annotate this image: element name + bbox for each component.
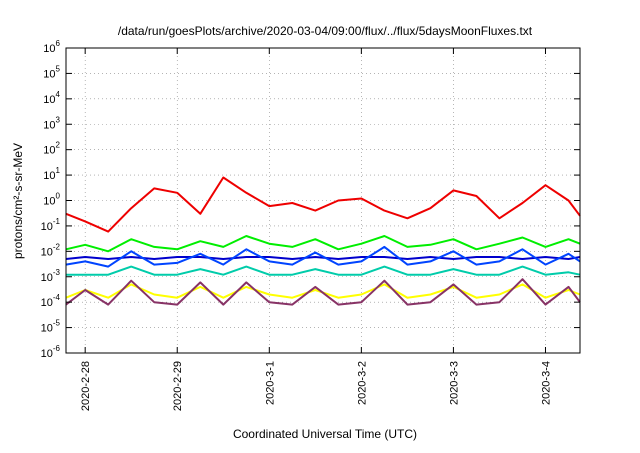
series-line-4: [66, 265, 581, 276]
y-tick-label: 10-2: [41, 242, 61, 258]
y-tick-exponent: 5: [56, 64, 61, 73]
y-tick-base: 10: [43, 196, 55, 208]
y-tick-exponent: 0: [56, 192, 61, 201]
y-tick-exponent: -4: [53, 293, 61, 302]
y-tick-base: 10: [41, 348, 53, 360]
y-tick-label: 105: [43, 64, 60, 80]
y-tick-label: 10-6: [41, 344, 61, 360]
x-tick-label: 2020-2-29: [172, 361, 184, 411]
y-tick-label: 100: [43, 192, 60, 208]
x-tick-label: 2020-2-28: [80, 361, 92, 411]
y-tick-base: 10: [43, 68, 55, 80]
axes: 10610510410310210110010-110-210-310-410-…: [41, 39, 580, 411]
y-tick-base: 10: [43, 170, 55, 182]
y-tick-exponent: -3: [53, 268, 61, 277]
y-tick-base: 10: [41, 297, 53, 309]
y-tick-base: 10: [43, 119, 55, 131]
chart-title: /data/run/goesPlots/archive/2020-03-04/0…: [118, 24, 533, 38]
y-tick-exponent: -2: [53, 242, 61, 251]
series-line-6: [65, 278, 581, 306]
y-tick-label: 103: [43, 115, 60, 131]
y-tick-label: 101: [43, 166, 60, 182]
y-tick-label: 102: [43, 141, 60, 157]
y-tick-base: 10: [43, 43, 55, 55]
series-line-7: [65, 176, 581, 233]
y-tick-exponent: -5: [53, 319, 61, 328]
y-tick-base: 10: [41, 221, 53, 233]
y-tick-label: 10-3: [41, 268, 61, 284]
x-tick-label: 2020-3-1: [264, 361, 276, 405]
x-axis-label: Coordinated Universal Time (UTC): [233, 427, 417, 441]
series-line-1: [65, 235, 581, 253]
series-layer: [65, 176, 581, 306]
y-tick-exponent: 2: [56, 141, 61, 150]
y-tick-exponent: 1: [56, 166, 61, 175]
x-tick-label: 2020-3-3: [448, 361, 460, 405]
y-tick-exponent: -6: [53, 344, 61, 353]
series-line-5: [65, 283, 581, 299]
x-tick-label: 2020-3-4: [540, 361, 552, 405]
y-tick-exponent: 4: [56, 90, 61, 99]
y-axis-label: protons/cm²-s-sr-MeV: [11, 143, 25, 259]
y-tick-exponent: 6: [56, 39, 61, 48]
y-tick-label: 104: [43, 90, 60, 106]
y-tick-base: 10: [43, 94, 55, 106]
series-line-3: [65, 245, 581, 268]
y-tick-label: 10-5: [41, 319, 61, 335]
y-tick-base: 10: [41, 323, 53, 335]
y-tick-label: 106: [43, 39, 60, 55]
y-tick-base: 10: [41, 272, 53, 284]
y-tick-label: 10-4: [41, 293, 61, 309]
y-tick-base: 10: [43, 145, 55, 157]
y-tick-exponent: 3: [56, 115, 61, 124]
x-tick-label: 2020-3-2: [356, 361, 368, 405]
y-tick-label: 10-1: [41, 217, 61, 233]
plot-frame: [65, 47, 581, 354]
y-tick-exponent: -1: [53, 217, 61, 226]
y-tick-base: 10: [41, 246, 53, 258]
